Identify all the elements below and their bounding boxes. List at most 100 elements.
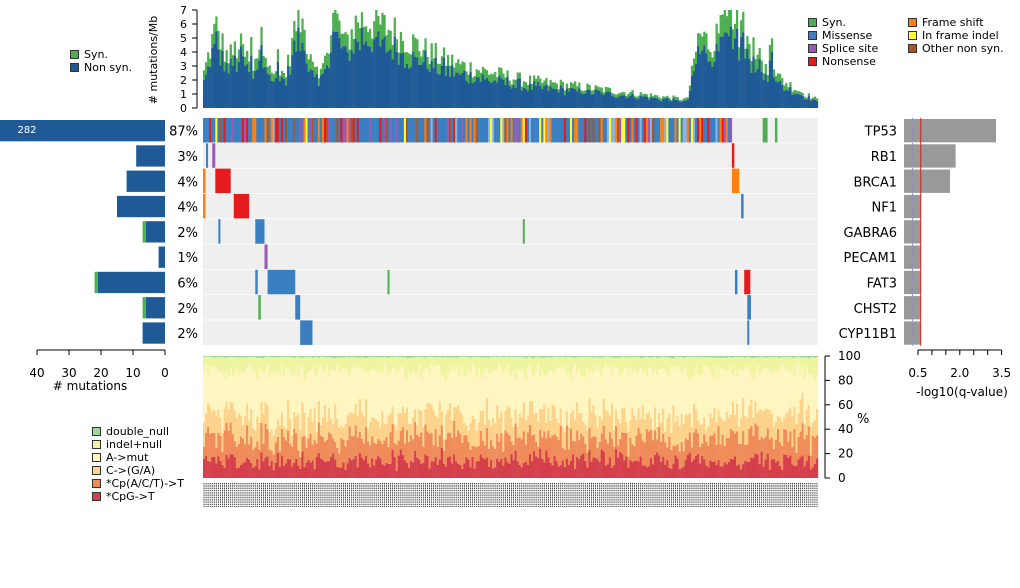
rate-bar-syn	[285, 77, 288, 86]
spectrum-segment	[721, 419, 724, 435]
oncoprint-cell-tp53	[457, 118, 460, 143]
spectrum-segment	[434, 364, 437, 416]
oncoprint-cell-tp53	[455, 118, 458, 143]
rate-bar-syn	[354, 15, 357, 39]
spectrum-segment	[485, 427, 489, 458]
spectrum-segment	[697, 453, 700, 478]
spectrum-segment	[623, 460, 626, 478]
spectrum-segment	[453, 356, 456, 358]
spectrum-segment	[346, 356, 349, 371]
spectrum-segment	[295, 416, 298, 434]
spectrum-segment	[422, 371, 425, 428]
spectrum-segment	[631, 444, 634, 463]
spectrum-segment	[762, 466, 765, 478]
spectrum-segment	[682, 356, 685, 358]
rate-bar-nonsyn	[461, 72, 464, 108]
spectrum-segment	[672, 369, 675, 406]
rate-bar-nonsyn	[514, 87, 517, 108]
spectrum-segment	[520, 417, 523, 440]
spectrum-segment	[608, 432, 612, 458]
spectrum-segment	[758, 374, 761, 410]
spectrum-segment	[223, 379, 226, 409]
rate-bar-nonsyn	[752, 56, 755, 108]
oncoprint-cell-tp53	[338, 118, 341, 143]
spectrum-segment	[500, 433, 503, 459]
oncoprint-row-background	[203, 168, 818, 194]
spectrum-segment	[237, 467, 241, 478]
spectrum-segment	[364, 427, 368, 456]
spectrum-segment	[709, 369, 712, 414]
oncoprint-cell-tp53	[377, 118, 380, 143]
spectrum-segment	[502, 356, 505, 358]
spectrum-segment	[684, 357, 687, 367]
rate-bar-syn	[207, 52, 210, 67]
rate-bar-nonsyn	[815, 101, 819, 108]
oncoprint-cell-tp53	[227, 118, 230, 143]
spectrum-segment	[436, 464, 439, 478]
spectrum-segment	[815, 356, 819, 358]
rate-bar-syn	[789, 82, 792, 88]
spectrum-segment	[426, 403, 429, 432]
rate-bar-syn	[651, 95, 655, 98]
spectrum-segment	[719, 417, 722, 445]
spectrum-segment	[615, 448, 618, 478]
spectrum-segment	[360, 356, 364, 367]
spectrum-segment	[289, 357, 292, 373]
spectrum-segment	[428, 433, 431, 469]
spectrum-segment	[641, 405, 644, 441]
spectrum-segment	[760, 451, 763, 478]
spectrum-segment	[682, 369, 685, 424]
spectrum-segment	[205, 455, 208, 478]
spectrum-segment	[576, 356, 579, 358]
rate-bar-syn	[623, 92, 626, 96]
spectrum-segment	[783, 417, 786, 429]
spectrum-y-tick-label: 100	[838, 349, 861, 363]
spectrum-segment	[340, 438, 343, 468]
left-x-tick-label: 0	[161, 366, 169, 380]
spectrum-segment	[774, 356, 778, 357]
spectrum-segment	[695, 366, 698, 410]
rate-legend-label: Syn.	[84, 48, 108, 61]
rate-bar-nonsyn	[772, 77, 776, 108]
spectrum-segment	[779, 357, 782, 368]
spectrum-segment	[233, 356, 236, 374]
spectrum-segment	[385, 356, 388, 370]
spectrum-segment	[756, 364, 759, 413]
spectrum-segment	[260, 452, 263, 478]
spectrum-segment	[414, 450, 417, 478]
rate-bar-nonsyn	[504, 85, 507, 108]
rate-bar-nonsyn	[227, 73, 230, 108]
oncoprint-cell-tp53	[276, 118, 280, 143]
spectrum-segment	[777, 429, 780, 461]
spectrum-segment	[389, 372, 392, 414]
spectrum-segment	[291, 435, 294, 447]
spectrum-segment	[313, 374, 316, 409]
spectrum-segment	[215, 357, 218, 367]
gene-name-label: CYP11B1	[839, 327, 897, 342]
rate-bar-syn	[666, 95, 669, 98]
spectrum-segment	[391, 356, 394, 358]
spectrum-segment	[781, 421, 784, 446]
rate-bar-nonsyn	[580, 93, 583, 108]
spectrum-segment	[781, 445, 784, 470]
spectrum-segment	[258, 469, 261, 478]
spectrum-segment	[446, 457, 450, 478]
oncoprint-cell-tp53	[389, 118, 392, 143]
rate-bar-syn	[522, 81, 526, 88]
rate-bar-syn	[608, 88, 612, 92]
spectrum-segment	[405, 356, 409, 359]
spectrum-segment	[217, 371, 220, 410]
rate-bar-nonsyn	[598, 90, 601, 108]
spectrum-segment	[344, 446, 347, 470]
rate-bar-syn	[572, 83, 575, 89]
spectrum-segment	[416, 425, 419, 435]
spectrum-segment	[615, 357, 618, 368]
spectrum-segment	[592, 356, 595, 358]
oncoprint-cell-tp53	[467, 118, 470, 143]
spectrum-segment	[442, 356, 446, 358]
spectrum-segment	[375, 459, 378, 478]
spectrum-segment	[270, 450, 273, 461]
spectrum-segment	[252, 356, 255, 357]
spectrum-segment	[379, 356, 382, 358]
spectrum-segment	[777, 356, 780, 358]
